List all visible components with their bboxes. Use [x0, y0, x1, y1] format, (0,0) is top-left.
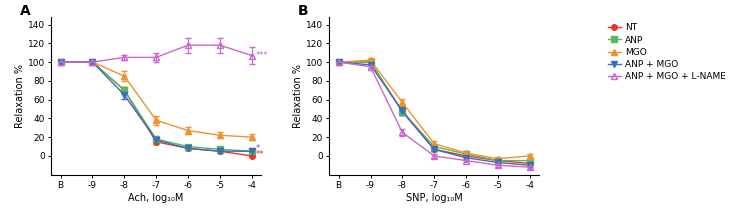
Legend: NT, ANP, MGO, ANP + MGO, ANP + MGO + L-NAME: NT, ANP, MGO, ANP + MGO, ANP + MGO + L-N… — [606, 22, 728, 83]
Y-axis label: Relaxation %: Relaxation % — [293, 64, 303, 128]
Text: **: ** — [255, 150, 264, 158]
Text: A: A — [20, 4, 31, 19]
Text: B: B — [298, 4, 308, 19]
X-axis label: Ach, log₁₀M: Ach, log₁₀M — [128, 193, 184, 203]
Text: *: * — [255, 144, 260, 153]
Y-axis label: Relaxation %: Relaxation % — [15, 64, 25, 128]
Text: ***: *** — [255, 51, 268, 60]
X-axis label: SNP, log₁₀M: SNP, log₁₀M — [406, 193, 463, 203]
